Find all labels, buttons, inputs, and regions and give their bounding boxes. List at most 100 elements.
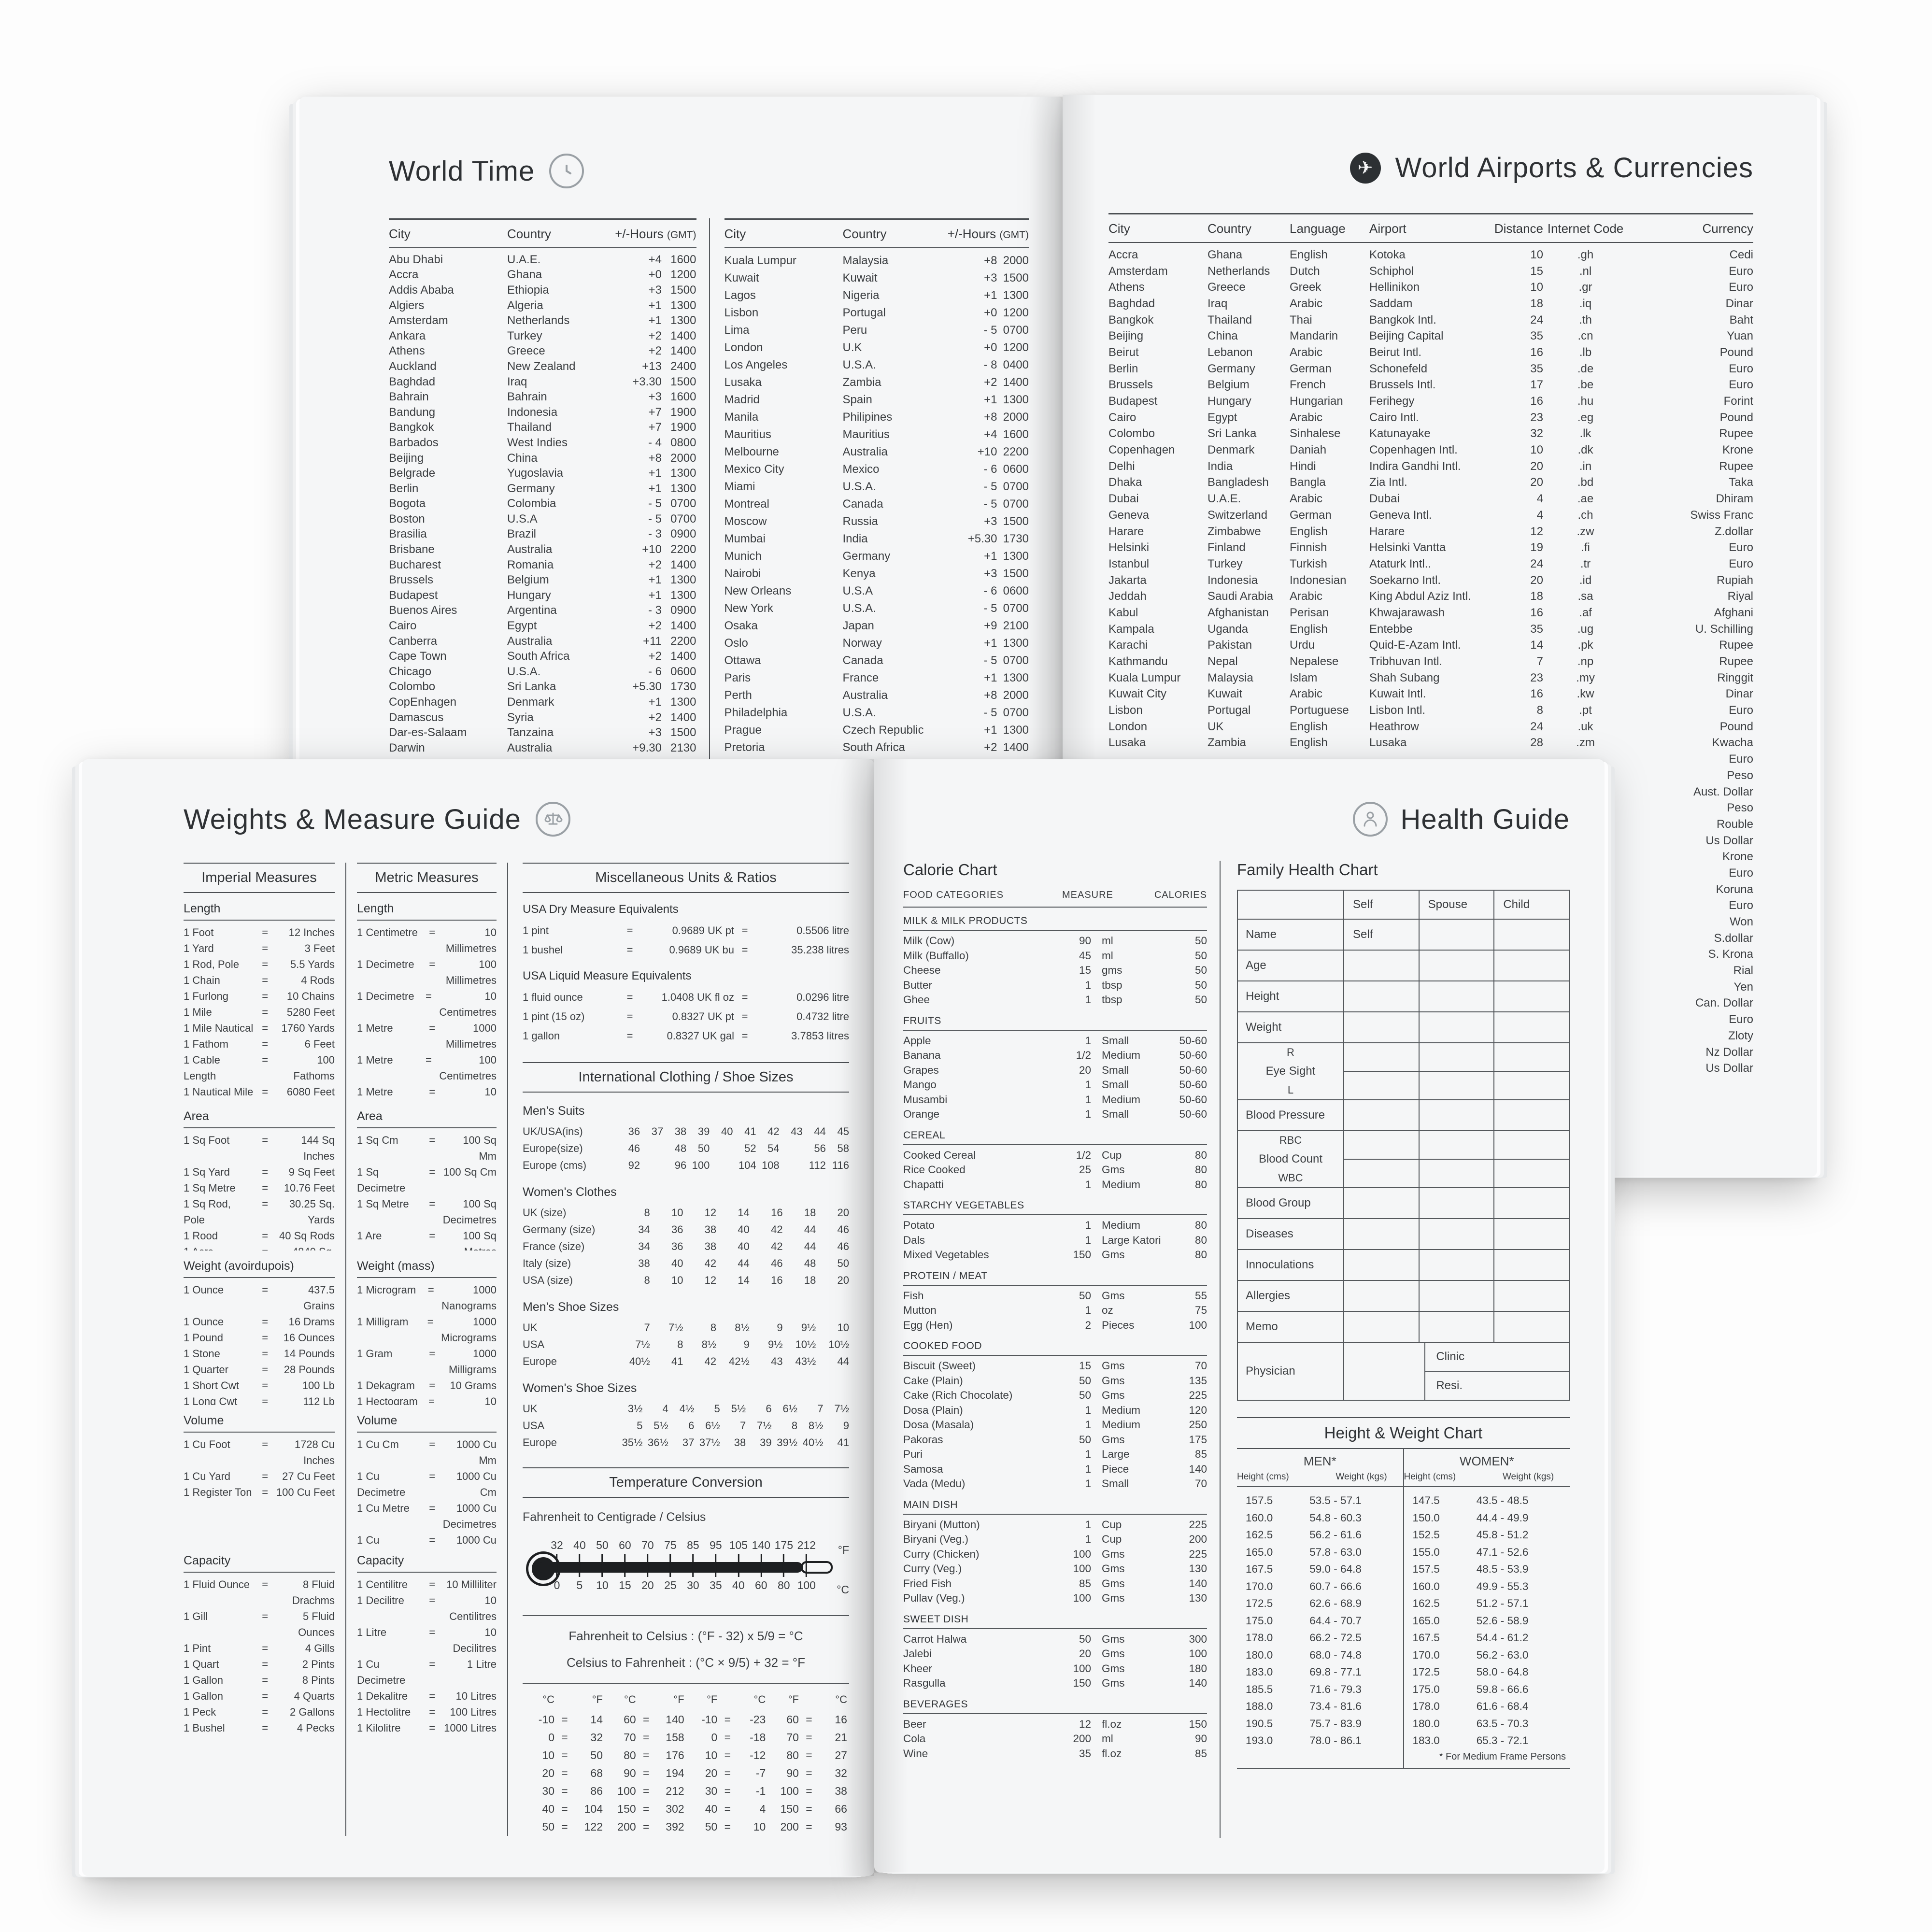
- entry-cell: [1493, 981, 1569, 1011]
- table-row: Us Dollar: [1108, 833, 1753, 849]
- gmt-offset-cell: +2: [648, 344, 662, 358]
- column-header: Internet Code: [1547, 221, 1624, 236]
- calories: 80: [1194, 1219, 1207, 1231]
- table-row: Accra Ghana English Kotoka 10 .gh Cedi: [1108, 247, 1753, 263]
- language-cell: Urdu: [1290, 639, 1315, 652]
- city-cell: Lisbon: [1108, 704, 1143, 717]
- calories: 80: [1194, 1164, 1207, 1176]
- table-row: Los Angeles U.S.A. - 8 0400: [724, 356, 1029, 374]
- table-row: 180.0 68.0 - 74.8: [1237, 1647, 1403, 1664]
- measure-row: 1 Yard = 3 Feet: [184, 940, 335, 956]
- language-cell: English: [1290, 248, 1328, 261]
- row-label: Allergies: [1246, 1289, 1291, 1302]
- size-value: 44: [837, 1355, 850, 1367]
- internet-code-cell: .nl: [1579, 264, 1592, 278]
- country-cell: Belgium: [1208, 378, 1250, 392]
- size-value: 14: [738, 1207, 750, 1219]
- measure-label: 1 Furlong: [184, 990, 228, 1002]
- size-value: 10: [837, 1321, 850, 1334]
- measure-value: 100 Lb: [302, 1379, 335, 1392]
- measure-label: 1 Sq Decimetre: [357, 1166, 406, 1194]
- size-value: 4½: [679, 1403, 695, 1415]
- airport-cell: Kotoka: [1369, 248, 1406, 261]
- measure-row: 1 Bushel = 4 Pecks: [184, 1720, 335, 1733]
- gmt-offset-cell: +2: [648, 619, 662, 633]
- entry-cell: [1343, 981, 1419, 1011]
- table-row: 172.5 62.6 - 68.9: [1237, 1595, 1403, 1612]
- food-name: Pullav (Veg.): [903, 1592, 965, 1604]
- conversion-row: 70 = 158: [624, 1731, 684, 1744]
- conversion-row: -10 = -23: [701, 1713, 766, 1726]
- table-row: Euro: [1108, 898, 1753, 914]
- calories: 175: [1189, 1433, 1207, 1446]
- airport-cell: Saddam: [1369, 297, 1413, 310]
- currency-cell: Ringgit: [1717, 671, 1753, 684]
- unit: ml: [1102, 1733, 1113, 1745]
- currency-cell: Krone: [1722, 850, 1753, 864]
- table-row: Belgrade Yugoslavia +1 1300: [389, 466, 696, 481]
- weight-range-cell: 69.8 - 77.1: [1309, 1666, 1362, 1678]
- calories: 100: [1189, 1319, 1207, 1331]
- table-row: Lusaka Zambia +2 1400: [724, 374, 1029, 391]
- celsius-tick-label: 40: [732, 1579, 745, 1591]
- height-cell: 155.0: [1412, 1546, 1440, 1558]
- airport-cell: Cairo Intl.: [1369, 411, 1419, 424]
- table-row: 180.0 63.5 - 70.3: [1404, 1715, 1570, 1733]
- entry-cell: [1493, 1188, 1569, 1218]
- measure-row: 1 pint = 0.9689 UK pt = 0.5506 litre: [523, 921, 849, 940]
- internet-code-cell: .ch: [1577, 508, 1593, 522]
- size-value: 10: [671, 1274, 683, 1286]
- food-name: Orange: [903, 1108, 940, 1120]
- city-cell: Mexico City: [724, 463, 784, 476]
- entry-cell: Resi.: [1425, 1371, 1569, 1400]
- table-row: New Orleans U.S.A - 6 0600: [724, 582, 1029, 600]
- measure-value: 10 Millimetres: [445, 926, 497, 954]
- language-cell: French: [1290, 378, 1326, 392]
- internet-code-cell: .fi: [1581, 541, 1590, 554]
- measure-label: 1 Hectolitre: [357, 1706, 411, 1718]
- city-cell: Kathmandu: [1108, 655, 1168, 668]
- table-row: Weight: [1238, 1011, 1569, 1042]
- row-label: Memo: [1246, 1320, 1278, 1333]
- measure-row: 1 Acre=4840 Sq. Yards: [184, 1244, 335, 1250]
- city-cell: Mumbai: [724, 532, 766, 545]
- size-value: 8: [644, 1207, 650, 1219]
- size-value: 46: [837, 1240, 850, 1252]
- table-row: 185.5 71.6 - 79.3: [1237, 1681, 1403, 1698]
- food-row: Orange 1 Small 50-60: [903, 1107, 1207, 1122]
- weight-range-cell: 62.6 - 68.9: [1309, 1597, 1362, 1609]
- local-time-cell: 0700: [670, 497, 696, 511]
- food-row: Jalebi 20 Gms 100: [903, 1647, 1207, 1662]
- table-row: S. Krona: [1108, 947, 1753, 963]
- weight-range-cell: 64.4 - 70.7: [1309, 1614, 1362, 1627]
- f2c-formula: Fahrenheit to Celsius : (°F - 32) x 5/9 …: [568, 1629, 803, 1643]
- airport-cell: Copenhagen Intl.: [1369, 443, 1458, 457]
- size-row: Germany (size) 34 36 38 40 42 44 46: [523, 1221, 849, 1238]
- table-row: RBC Blood Count WBC: [1238, 1130, 1569, 1187]
- weight-range-cell: 58.0 - 64.8: [1476, 1666, 1529, 1678]
- size-region-label: UK (size): [523, 1207, 567, 1219]
- gmt-offset-cell: +0: [984, 306, 997, 319]
- size-value: 42: [704, 1355, 717, 1367]
- size-value: 44: [814, 1125, 826, 1137]
- airport-cell: Beijing Capital: [1369, 329, 1444, 343]
- measure-row: 1 Centimetre = 10 Millimetres: [357, 924, 497, 956]
- table-row: Memo: [1238, 1311, 1569, 1342]
- food-name: Potato: [903, 1219, 935, 1231]
- table-row: Yen: [1108, 979, 1754, 995]
- unit: fl.oz: [1102, 1747, 1122, 1760]
- measure-label: 1 Chain: [184, 974, 220, 986]
- group-header: MEN*: [1303, 1454, 1336, 1468]
- size-value: 42: [704, 1257, 717, 1269]
- measure-row: 1 Metre = 1000 Millimetres: [357, 1020, 497, 1052]
- measure-label: 1 Quarter: [184, 1364, 228, 1376]
- calories: 120: [1189, 1404, 1207, 1416]
- food-name: Puri: [903, 1448, 923, 1460]
- column-header: Weight (kgs): [1335, 1472, 1387, 1482]
- calories: 75: [1194, 1304, 1207, 1316]
- conversion-row: 50 = 10: [705, 1820, 766, 1833]
- size-value: 44: [804, 1223, 816, 1236]
- gmt-offset-cell: - 6: [648, 665, 662, 678]
- city-cell: Bucharest: [389, 558, 441, 571]
- table-row: Blood Group: [1238, 1187, 1569, 1218]
